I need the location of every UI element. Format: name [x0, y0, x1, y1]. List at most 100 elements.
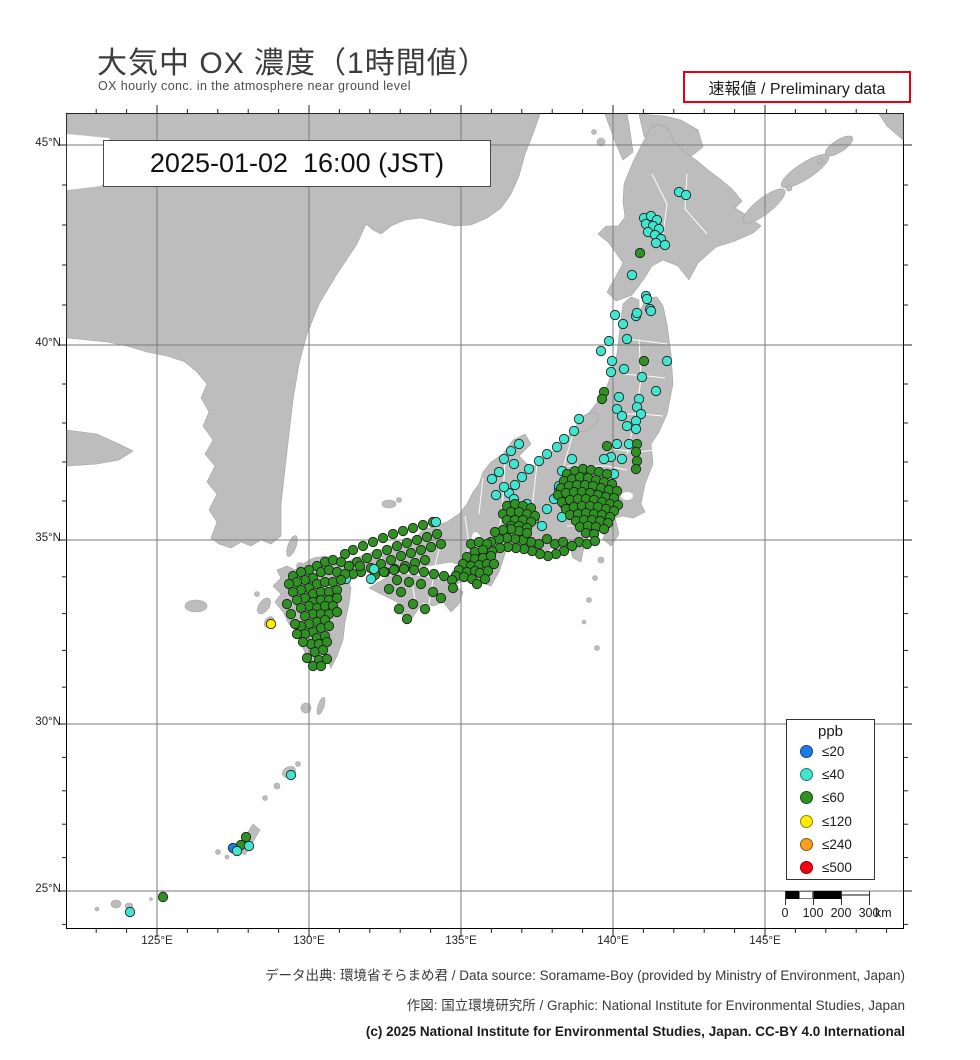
station-dot — [489, 526, 501, 538]
kume-island — [215, 849, 221, 855]
station-dot — [295, 602, 307, 614]
iriomote-island — [110, 899, 122, 909]
station-dot — [347, 544, 359, 556]
station-dot — [557, 536, 569, 548]
station-dot — [331, 606, 343, 618]
rebun-island — [591, 129, 597, 135]
preliminary-data-label: 速報値 / Preliminary data — [708, 81, 886, 98]
iturup-island — [780, 154, 830, 188]
legend-row: ≤20 — [787, 740, 874, 763]
timestamp-box: 2025-01-02 16:00 (JST) — [103, 140, 491, 187]
station-dot — [391, 574, 403, 586]
goto-island-1 — [257, 597, 271, 615]
legend-swatch — [800, 745, 813, 759]
japan-map: 45°N 40°N 35°N 30°N 25°N 125°E 130°E 135°E 140°… — [35, 105, 912, 947]
station-dot — [617, 318, 629, 330]
station-dot — [566, 540, 578, 552]
legend-row: ≤120 — [787, 810, 874, 833]
station-dot — [281, 598, 293, 610]
scale-tick-300 — [869, 891, 870, 905]
legend-class-label: ≤40 — [822, 767, 845, 783]
station-dot — [240, 831, 252, 843]
station-dot — [387, 528, 399, 540]
station-dot — [573, 413, 585, 425]
station-dot — [297, 636, 309, 648]
station-dot — [645, 305, 657, 317]
tsushima-island — [286, 535, 298, 557]
latitude-tick-label: 30°N — [35, 716, 61, 728]
station-dot — [498, 481, 510, 493]
station-dot — [407, 598, 419, 610]
station-dot — [335, 574, 347, 586]
station-dot — [393, 603, 405, 615]
station-dot — [650, 385, 662, 397]
station-dot — [428, 568, 440, 580]
station-dot — [405, 547, 417, 559]
station-dot — [419, 554, 431, 566]
station-dot — [589, 535, 601, 547]
shandong-peninsula — [66, 429, 134, 467]
station-dot — [371, 548, 383, 560]
station-dot — [411, 534, 423, 546]
station-dot — [408, 564, 420, 576]
legend-swatch — [800, 814, 813, 828]
station-dot — [419, 603, 431, 615]
station-dot — [516, 471, 528, 483]
scale-number: 0 — [781, 906, 789, 920]
station-dot — [285, 608, 297, 620]
station-dot — [488, 558, 500, 570]
scale-tick-200 — [841, 891, 842, 905]
jeju-island — [184, 599, 208, 613]
kuril-islet-1 — [785, 184, 793, 192]
station-dot — [598, 453, 610, 465]
longitude-tick-label: 135°E — [445, 935, 477, 947]
station-dot — [321, 653, 333, 665]
station-dot — [395, 586, 407, 598]
station-dot — [243, 840, 255, 852]
legend-rows: ≤20 ≤40 ≤60 ≤120 ≤240 ≤500 — [787, 740, 874, 879]
station-dot — [435, 592, 447, 604]
station-dot — [606, 355, 618, 367]
station-dot — [605, 366, 617, 378]
page-subtitle: OX hourly conc. in the atmosphere near g… — [98, 79, 411, 93]
station-dot — [365, 573, 377, 585]
graphic-credit: 作図: 国立環境研究所 / Graphic: National Institut… — [406, 998, 905, 1013]
station-dot — [415, 544, 427, 556]
data-source-credit: データ出典: 環境省そらまめ君 / Data source: Soramame-… — [265, 968, 905, 983]
station-dot — [315, 660, 327, 672]
station-dot — [611, 403, 623, 415]
legend-class-label: ≤120 — [822, 813, 852, 829]
station-dot — [391, 540, 403, 552]
station-dot — [354, 560, 366, 572]
station-dot — [659, 239, 671, 251]
latitude-tick-label: 35°N — [35, 532, 61, 544]
urup-island — [824, 135, 854, 157]
axis-ticks-layer — [58, 105, 912, 937]
station-dot — [343, 560, 355, 572]
legend-row: ≤40 — [787, 763, 874, 786]
station-dot — [285, 769, 297, 781]
station-dot — [427, 586, 439, 598]
yonaguni-island — [94, 906, 100, 912]
station-dot — [299, 610, 311, 622]
station-dot — [381, 544, 393, 556]
station-dots-layer — [124, 186, 692, 918]
tanegashima-island — [316, 697, 326, 715]
preliminary-data-badge: 速報値 / Preliminary data — [683, 71, 911, 103]
station-dot — [626, 269, 638, 281]
sakhalin-west — [604, 113, 634, 161]
station-dot — [265, 618, 277, 630]
station-dot — [471, 578, 483, 590]
station-dot — [513, 438, 525, 450]
station-dot — [661, 355, 673, 367]
goto-islet — [254, 591, 260, 597]
station-dot — [357, 540, 369, 552]
scale-bar-segment-white — [799, 891, 813, 899]
oki-islet — [396, 497, 402, 503]
station-dot — [616, 453, 628, 465]
station-dot — [421, 531, 433, 543]
legend-row: ≤240 — [787, 833, 874, 856]
station-dot — [521, 527, 533, 539]
izu-islet — [581, 619, 587, 625]
landmass-layer — [66, 113, 904, 912]
